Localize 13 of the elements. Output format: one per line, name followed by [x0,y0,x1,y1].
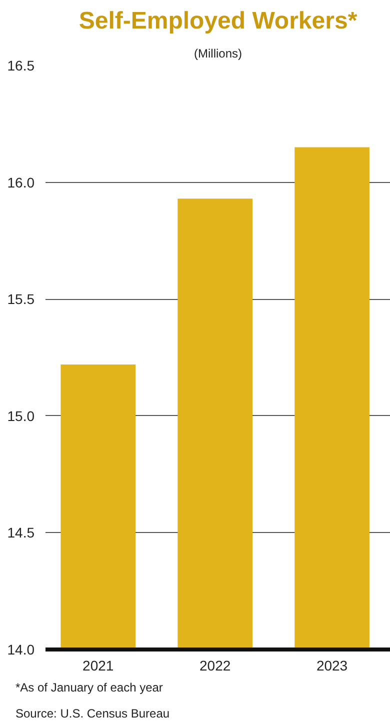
y-tick-label: 16.5 [7,58,35,74]
x-tick-label: 2021 [82,658,114,674]
x-tick-label: 2023 [316,658,348,674]
text: *As of January of each year [16,680,163,694]
chart-subtitle: (Millions) [194,46,242,60]
x-tick-label: 2022 [200,658,231,674]
chart-title: Self-Employed Workers* [78,8,358,34]
source-note: Source: U.S. Census Bureau [16,706,170,720]
y-tick-label: 14.5 [7,524,35,541]
y-tick-label: 14.0 [7,642,35,658]
y-tick-label: 15.0 [7,408,35,424]
y-tick-label: 15.5 [7,291,35,308]
y-tick-label: 16.0 [7,174,35,190]
